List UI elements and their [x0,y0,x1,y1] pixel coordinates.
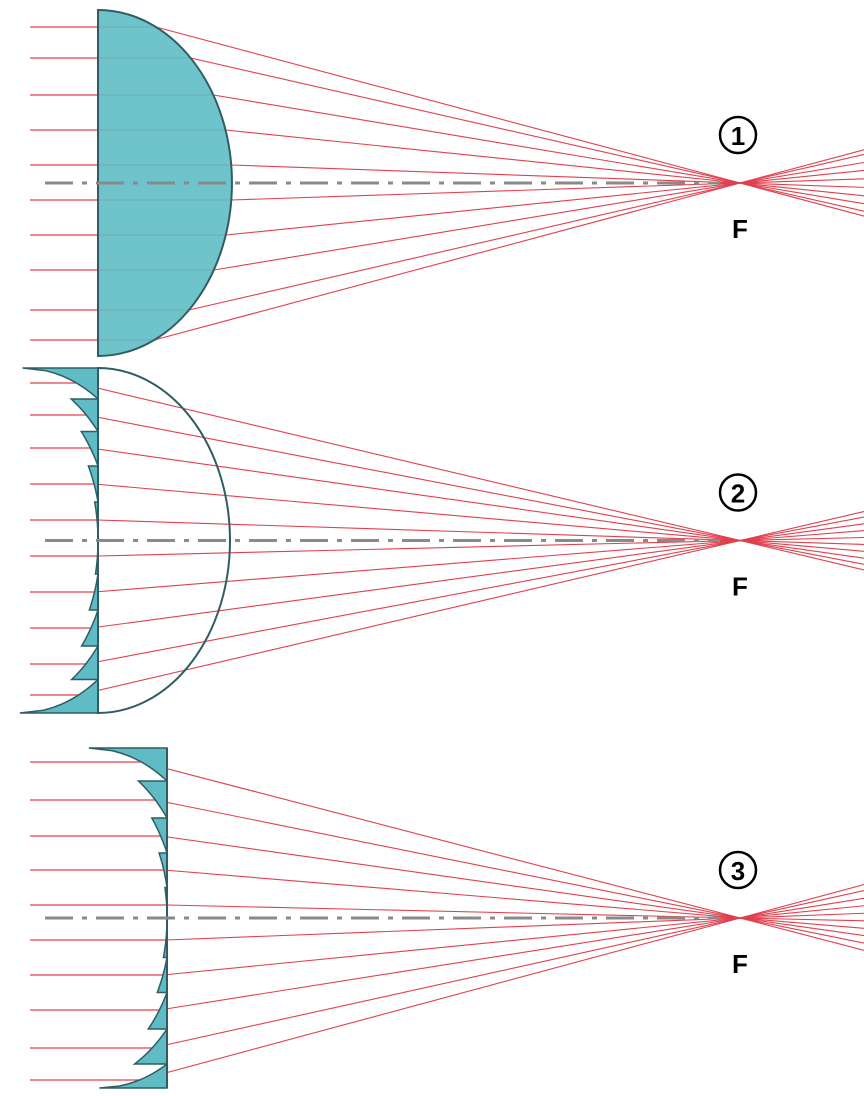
lens-zone [69,643,99,681]
refracted-ray [225,129,864,197]
refracted-ray [213,94,864,205]
refracted-ray [160,835,864,937]
refracted-ray [190,57,864,212]
panel: 3F [30,747,864,1089]
lens-zone [99,1062,168,1089]
refracted-ray [155,26,864,217]
panel: 2F [19,366,864,715]
lens-zone [88,747,168,783]
lens-zone [146,992,168,1030]
lens-outline [97,366,231,715]
refracted-ray [141,761,864,951]
refracted-ray [154,149,864,341]
lens-zone [132,1026,168,1065]
refracted-ray [231,164,864,188]
refracted-ray [139,884,864,1081]
refracted-ray [188,153,864,311]
focus-label: F [732,572,748,602]
refracted-ray [162,905,864,976]
refracted-ray [213,161,864,271]
panel-number: 1 [731,121,745,151]
refracted-ray [225,169,864,236]
panel: 1F [30,8,864,358]
panel-number: 3 [731,856,745,886]
refracted-ray [151,890,864,1049]
refracted-ray [231,178,864,201]
lens-zone [19,677,99,714]
refracted-ray [163,869,864,929]
panel-number-circle [718,115,758,155]
lens-zone [88,573,99,611]
lens-zone [156,957,168,994]
lens-zone [79,430,99,467]
panel-number-circle [718,473,758,512]
refracted-ray [78,511,864,696]
focus-label: F [732,214,748,244]
refracted-ray [159,897,864,1011]
panel-number-circle [718,850,758,890]
refracted-ray [155,799,864,944]
lens-zone [80,609,99,647]
panel-number: 2 [731,479,745,509]
focus-label: F [732,949,748,979]
